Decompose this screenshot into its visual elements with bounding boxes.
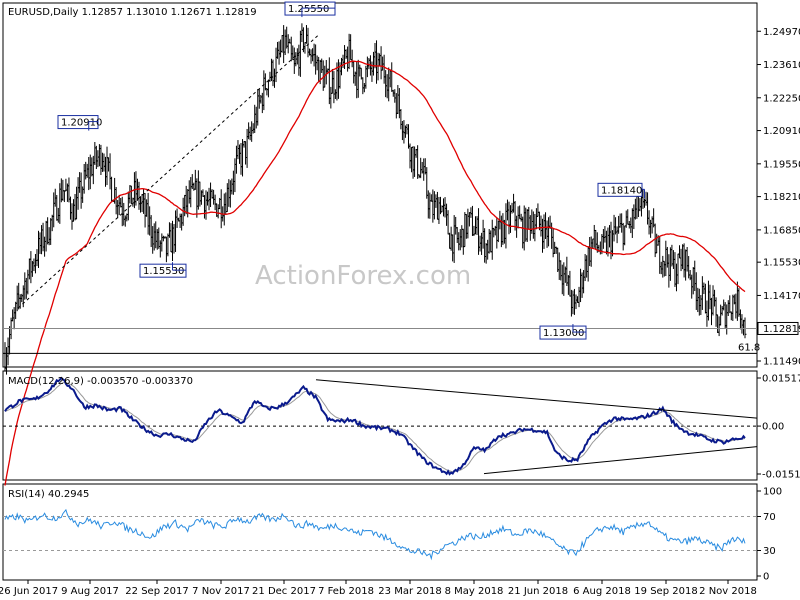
moving-average-line [4,60,746,486]
fib-label: 61.8 [738,342,760,353]
macd-tick-label: 0.015178 [762,374,800,385]
macd-title: MACD(12,26,9) -0.003570 -0.003370 [8,376,193,387]
price-tick-label: 1.23610 [763,60,800,71]
macd-upper-trendline [315,379,758,419]
current-price-box [757,321,799,335]
rsi-layer [3,508,757,561]
annotation-1.25550: 1.25550 [284,1,336,18]
watermark: ActionForex.com [255,261,471,291]
macd-line [4,376,746,476]
price-tick-label: 1.14170 [763,291,800,302]
annotation-1.15530: 1.15530 [139,262,187,278]
x-tick-label: 23 Mar 2018 [378,586,441,597]
macd-lower-trendline [483,446,758,475]
x-tick-label: 7 Feb 2018 [318,586,374,597]
rsi-panel-frame [2,483,758,581]
x-tick-label: 2 Nov 2018 [699,586,757,597]
rsi-title: RSI(14) 40.2945 [8,489,89,500]
annotation-text: 1.18140 [601,185,642,196]
x-tick-label: 21 Dec 2017 [252,586,316,597]
price-tick-label: 1.22250 [763,93,800,104]
rsi-tick-label: 70 [763,512,776,523]
annotation-text: 1.13000 [543,328,584,339]
annotation-text: 1.15530 [143,266,184,277]
rsi-tick-label: 0 [763,572,769,583]
rsi-tick-label: 30 [763,546,776,557]
price-layer: 61.8 1.25550 1.20910 1.15530 1.18140 1.13000 [3,1,760,486]
price-tick-label: 1.24970 [763,27,800,38]
price-tick-label: 1.16850 [763,225,800,236]
x-tick-label: 21 Jun 2018 [508,586,568,597]
price-tick-label: 1.18210 [763,192,800,203]
x-tick-label: 19 Sep 2018 [634,586,697,597]
macd-tick-label: 0.00 [762,422,784,433]
price-tick-label: 1.11490 [763,357,800,368]
price-tick-label: 1.12819 [763,324,800,335]
annotation-1.13000: 1.13000 [539,324,587,340]
x-tick-label: 26 Jun 2017 [0,586,58,597]
trend-line [17,35,319,309]
price-tick-label: 1.20910 [763,126,800,137]
annotation-1.18140: 1.18140 [597,182,646,199]
x-tick-label: 22 Sep 2017 [125,586,188,597]
annotation-text: 1.20910 [61,118,102,129]
symbol-title: EURUSD,Daily 1.12857 1.13010 1.12671 1.1… [8,7,257,18]
x-tick-label: 7 Nov 2017 [192,586,250,597]
x-tick-label: 8 May 2018 [445,586,504,597]
annotation-1.20910: 1.20910 [57,115,102,131]
x-tick-label: 9 Aug 2017 [61,586,119,597]
rsi-tick-label: 100 [763,487,782,498]
macd-panel-frame [2,370,758,481]
x-tick-label: 6 Aug 2018 [573,586,631,597]
axis-layer: 1.24970 1.23610 1.22250 1.20910 1.19550 1.182… [0,27,800,597]
price-tick-label: 1.15530 [763,258,800,269]
macd-layer [3,376,758,476]
rsi-line [4,508,746,561]
macd-tick-label: -0.015126 [762,470,800,481]
price-tick-label: 1.19550 [763,159,800,170]
annotation-text: 1.25550 [288,4,329,15]
price-bars [3,23,747,375]
